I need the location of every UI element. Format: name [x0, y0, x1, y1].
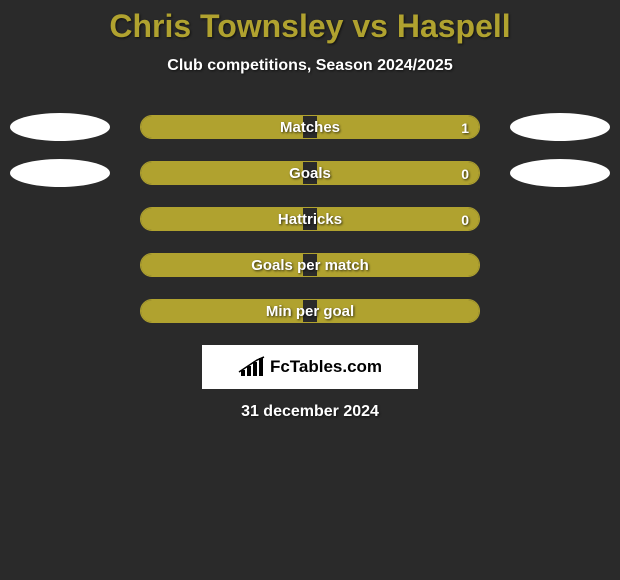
brand-text: FcTables.com [270, 357, 382, 377]
stat-bar: 1Matches [140, 115, 480, 139]
player-left-avatar [10, 159, 110, 187]
stat-bar-left-fill [141, 208, 303, 230]
stat-bar-left-fill [141, 116, 303, 138]
stat-bar-right-fill [317, 208, 479, 230]
stat-row: 0Goals [0, 161, 620, 185]
player-left-avatar [10, 113, 110, 141]
stat-bar-right-fill [317, 162, 479, 184]
stat-bar-right-fill [317, 116, 479, 138]
stat-bar: Goals per match [140, 253, 480, 277]
comparison-infographic: Chris Townsley vs Haspell Club competiti… [0, 0, 620, 421]
stat-bar-left-fill [141, 162, 303, 184]
stat-row: Min per goal [0, 299, 620, 323]
stat-row: 0Hattricks [0, 207, 620, 231]
brand-badge: FcTables.com [202, 345, 418, 389]
stat-bar: 0Goals [140, 161, 480, 185]
stat-bar-left-fill [141, 300, 303, 322]
stat-row: Goals per match [0, 253, 620, 277]
page-title: Chris Townsley vs Haspell [0, 8, 620, 45]
stat-bar-left-fill [141, 254, 303, 276]
page-subtitle: Club competitions, Season 2024/2025 [0, 57, 620, 75]
player-right-avatar [510, 159, 610, 187]
stat-rows: 1Matches 0Goals 0Hattricks Goals per match M… [0, 115, 620, 323]
stat-bar: Min per goal [140, 299, 480, 323]
player-right-avatar [510, 113, 610, 141]
brand-chart-icon [238, 356, 266, 378]
date-text: 31 december 2024 [0, 403, 620, 421]
stat-bar-right-fill [317, 300, 479, 322]
stat-row: 1Matches [0, 115, 620, 139]
stat-bar: 0Hattricks [140, 207, 480, 231]
stat-bar-right-fill [317, 254, 479, 276]
